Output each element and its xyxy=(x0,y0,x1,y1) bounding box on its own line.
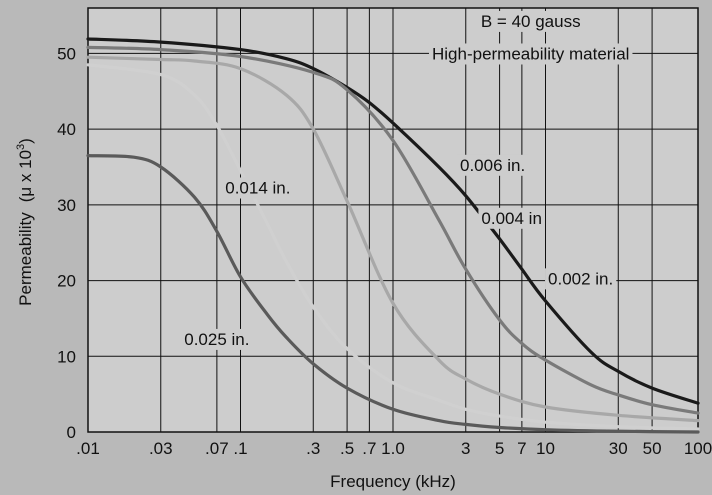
series-line xyxy=(86,37,700,405)
x-tick-label: .07 xyxy=(205,439,229,458)
series-line xyxy=(86,154,700,434)
x-tick-label: .01 xyxy=(76,439,100,458)
plot-frame xyxy=(87,7,699,433)
x-tick-label: .1 xyxy=(233,439,247,458)
annotation-bg xyxy=(456,154,529,176)
annotation-label: 0.002 in. xyxy=(548,269,613,288)
y-tick-label: 0 xyxy=(67,423,76,442)
x-tick-label: 5 xyxy=(495,439,504,458)
series-line xyxy=(86,55,700,423)
series-line xyxy=(86,63,700,431)
annotation-bg xyxy=(428,43,633,65)
x-tick-label: .03 xyxy=(149,439,173,458)
y-tick-label: 50 xyxy=(57,44,76,63)
x-tick-label: 1.0 xyxy=(381,439,405,458)
annotation-layer: B = 40 gauss High-permeability material 0.… xyxy=(181,10,633,350)
y-axis-title-label: Permeability xyxy=(16,212,35,306)
y-tick-label: 10 xyxy=(57,347,76,366)
x-tick-label: 100 xyxy=(684,439,712,458)
x-tick-label: .7 xyxy=(362,439,376,458)
annotation-label: High-permeability material xyxy=(432,44,629,63)
tick-layer: .01 .03 .07.1 .3 .5 .7 1.0 3 5 7 10 30 50 100 0 10 20 30 4… xyxy=(57,44,712,458)
y-tick-label: 30 xyxy=(57,196,76,215)
y-tick-label: 20 xyxy=(57,272,76,291)
annotation-label: 0.004 in xyxy=(481,209,542,228)
series-line xyxy=(86,45,700,415)
x-tick-label: 3 xyxy=(461,439,470,458)
annotation-bg xyxy=(545,268,617,290)
annotation-bg xyxy=(478,207,545,229)
x-tick-label: 10 xyxy=(536,439,555,458)
y-axis-title-exp: 3 xyxy=(15,144,27,150)
annotation-label: 0.006 in. xyxy=(460,156,525,175)
x-axis-title: Frequency (kHz) xyxy=(330,472,456,491)
annotation-bg xyxy=(477,10,584,32)
annotation-bg xyxy=(181,328,253,350)
annotation-label: 0.025 in. xyxy=(184,330,249,349)
annotation-label: B = 40 gauss xyxy=(481,12,581,31)
y-tick-label: 40 xyxy=(57,120,76,139)
y-axis-title: Permeability(μ x 103) xyxy=(15,138,35,306)
x-tick-label: 30 xyxy=(609,439,628,458)
x-tick-label: 50 xyxy=(643,439,662,458)
x-tick-label: 7 xyxy=(517,439,526,458)
y-axis-title-unit: (μ x 10 xyxy=(16,150,35,202)
x-tick-label: .3 xyxy=(306,439,320,458)
annotation-label: 0.014 in. xyxy=(225,179,290,198)
annotation-bg xyxy=(222,177,294,199)
x-tick-label: .5 xyxy=(340,439,354,458)
series-layer xyxy=(86,37,700,434)
